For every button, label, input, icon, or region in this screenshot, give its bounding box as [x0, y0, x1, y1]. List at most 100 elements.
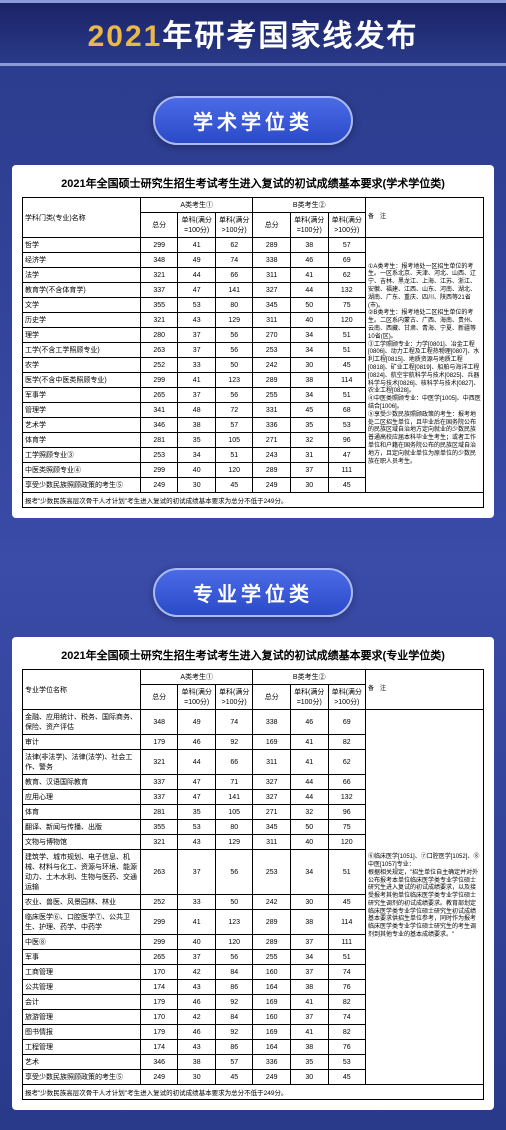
table-wrap-1: 2021年全国硕士研究生招生考试考生进入复试的初试成绩基本要求(学术学位类) 学… — [12, 165, 494, 518]
cell-score: 80 — [215, 820, 253, 835]
cell-score: 346 — [140, 1055, 178, 1070]
cell-name: 军事学 — [23, 388, 141, 403]
cell-score: 40 — [290, 835, 328, 850]
cell-score: 141 — [215, 283, 253, 298]
cell-score: 84 — [215, 965, 253, 980]
table2-title: 2021年全国硕士研究生招生考试考生进入复试的初试成绩基本要求(专业学位类) — [22, 647, 484, 663]
cell-score: 47 — [178, 283, 216, 298]
cell-score: 345 — [253, 298, 291, 313]
cell-score: 69 — [328, 710, 366, 735]
cell-score: 57 — [215, 418, 253, 433]
cell-score: 30 — [178, 478, 216, 493]
cell-score: 299 — [140, 910, 178, 935]
section-professional: 专业学位类 2021年全国硕士研究生招生考试考生进入复试的初试成绩基本要求(专业… — [0, 538, 506, 1130]
cell-score: 45 — [215, 1070, 253, 1085]
cell-score: 281 — [140, 805, 178, 820]
cell-score: 265 — [140, 950, 178, 965]
cell-score: 53 — [328, 1055, 366, 1070]
cell-score: 96 — [328, 805, 366, 820]
table-professional: 专业学位名称 A类考生① B类考生② 备 注 总分 单科(满分=100分) 单科… — [22, 669, 484, 1100]
table-wrap-2: 2021年全国硕士研究生招生考试考生进入复试的初试成绩基本要求(专业学位类) 专… — [12, 637, 494, 1110]
cell-score: 33 — [178, 895, 216, 910]
cell-score: 42 — [178, 965, 216, 980]
cell-name: 图书情报 — [23, 1025, 141, 1040]
cell-score: 43 — [178, 1040, 216, 1055]
cell-score: 37 — [290, 1010, 328, 1025]
cell-score: 114 — [328, 910, 366, 935]
cell-score: 179 — [140, 995, 178, 1010]
cell-score: 96 — [328, 433, 366, 448]
cell-score: 34 — [290, 388, 328, 403]
cell-score: 338 — [253, 710, 291, 735]
cell-score: 255 — [253, 388, 291, 403]
cell-name: 会计 — [23, 995, 141, 1010]
cell-score: 253 — [253, 850, 291, 895]
cell-score: 34 — [178, 448, 216, 463]
cell-score: 80 — [215, 298, 253, 313]
cell-score: 44 — [178, 750, 216, 775]
cell-score: 51 — [328, 850, 366, 895]
cell-score: 38 — [178, 1055, 216, 1070]
th2-b-s100p: 单科(满分>100分) — [328, 685, 366, 710]
cell-score: 280 — [140, 328, 178, 343]
cell-score: 129 — [215, 313, 253, 328]
cell-score: 169 — [253, 995, 291, 1010]
cell-score: 242 — [253, 895, 291, 910]
cell-score: 46 — [290, 253, 328, 268]
cell-name: 艺术 — [23, 1055, 141, 1070]
cell-score: 111 — [328, 463, 366, 478]
header-title: 2021年研考国家线发布 — [0, 11, 506, 55]
cell-name: 管理学 — [23, 403, 141, 418]
cell-score: 41 — [178, 910, 216, 935]
notes-cell: ⑥临床医学[1051]、⑦口腔医学[1052]、⑧中医[1057]专业： 根据相… — [366, 710, 484, 1085]
cell-score: 255 — [253, 950, 291, 965]
cell-score: 35 — [290, 1055, 328, 1070]
cell-score: 289 — [253, 463, 291, 478]
cell-score: 249 — [140, 1070, 178, 1085]
cell-score: 37 — [178, 850, 216, 895]
cell-score: 68 — [328, 403, 366, 418]
cell-name: 体育 — [23, 805, 141, 820]
cell-score: 346 — [140, 418, 178, 433]
cell-score: 289 — [253, 910, 291, 935]
header-year: 2021 — [88, 20, 163, 53]
cell-score: 348 — [140, 253, 178, 268]
cell-score: 345 — [253, 820, 291, 835]
th2-note: 备 注 — [366, 670, 484, 710]
cell-name: 公共管理 — [23, 980, 141, 995]
cell-score: 141 — [215, 790, 253, 805]
cell-score: 62 — [328, 750, 366, 775]
cell-score: 40 — [290, 313, 328, 328]
cell-score: 37 — [178, 328, 216, 343]
cell-score: 263 — [140, 850, 178, 895]
cell-score: 41 — [290, 735, 328, 750]
cell-name: 工学(不含工学照顾专业) — [23, 343, 141, 358]
cell-score: 31 — [290, 448, 328, 463]
cell-score: 34 — [290, 950, 328, 965]
cell-score: 76 — [328, 980, 366, 995]
cell-score: 30 — [290, 895, 328, 910]
cell-name: 审计 — [23, 735, 141, 750]
th2-a-s100p: 单科(满分>100分) — [215, 685, 253, 710]
cell-score: 51 — [215, 448, 253, 463]
th-a-s100p: 单科(满分>100分) — [215, 213, 253, 238]
cell-score: 47 — [178, 790, 216, 805]
cell-score: 74 — [328, 1010, 366, 1025]
cell-score: 35 — [290, 418, 328, 433]
cell-name: 享受少数民族照顾政策的考生⑤ — [23, 1070, 141, 1085]
cell-score: 311 — [253, 750, 291, 775]
cell-name: 建筑学、城市规划、电子信息、机械、材料与化工、资源与环境、能源动力、土木水利、生… — [23, 850, 141, 895]
th-b-total: 总分 — [253, 213, 291, 238]
cell-score: 170 — [140, 1010, 178, 1025]
cell-score: 34 — [290, 850, 328, 895]
cell-score: 38 — [290, 980, 328, 995]
cell-name: 教育学(不含体育学) — [23, 283, 141, 298]
cell-score: 82 — [328, 995, 366, 1010]
cell-score: 355 — [140, 820, 178, 835]
cell-name: 文学 — [23, 298, 141, 313]
cell-name: 法律(非法学)、法律(法学)、社会工作、警务 — [23, 750, 141, 775]
cell-score: 53 — [178, 820, 216, 835]
cell-name: 医学(不含中医类照顾专业) — [23, 373, 141, 388]
cell-score: 321 — [140, 750, 178, 775]
cell-score: 299 — [140, 238, 178, 253]
